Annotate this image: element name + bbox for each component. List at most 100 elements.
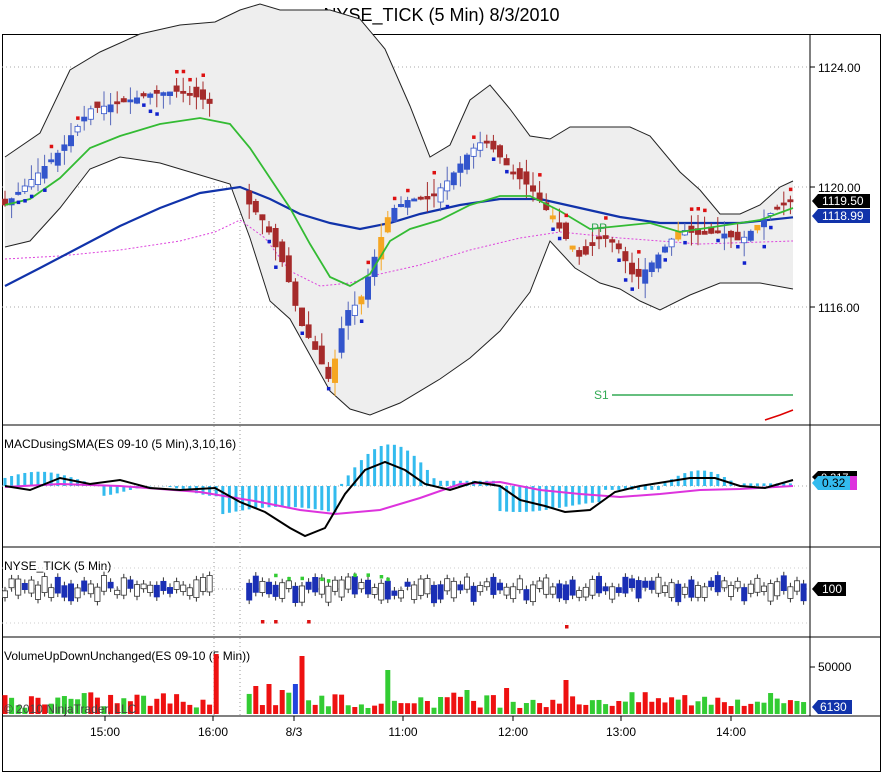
tick-body xyxy=(173,581,180,590)
signal-dot xyxy=(175,69,179,74)
tick-body xyxy=(721,580,728,589)
chart-title: NYSE_TICK (5 Min) 8/3/2010 xyxy=(323,5,560,25)
candle-body xyxy=(530,185,537,192)
tick-body xyxy=(199,577,206,592)
tick-body xyxy=(160,580,167,591)
candle-body xyxy=(285,255,292,283)
tick-body xyxy=(61,585,68,598)
tick-extreme-dot xyxy=(300,576,304,581)
volume-bar xyxy=(121,698,127,714)
candle-body xyxy=(615,243,622,250)
volume-bar xyxy=(616,700,622,714)
candle-body xyxy=(787,199,794,203)
signal-dot xyxy=(623,278,628,282)
signal-dot xyxy=(716,238,720,243)
volume-bar xyxy=(424,701,430,714)
signal-dot xyxy=(188,77,192,82)
volume-bar xyxy=(570,696,576,714)
candle-body xyxy=(279,241,286,263)
candle-body xyxy=(609,239,616,243)
candle-body xyxy=(312,341,319,350)
tick-body xyxy=(2,590,8,598)
candle-body xyxy=(48,159,55,163)
volume-bar xyxy=(721,702,727,714)
volume-bar xyxy=(174,694,180,714)
signal-dot xyxy=(445,204,450,209)
tick-body xyxy=(444,578,451,592)
volume-bar xyxy=(2,695,8,714)
candle-body xyxy=(173,85,180,92)
volume-bar xyxy=(642,692,648,714)
volume-bar xyxy=(48,703,54,714)
tick-body xyxy=(279,582,286,599)
candle-body xyxy=(186,93,193,96)
tick-body xyxy=(265,581,272,595)
tick-body xyxy=(87,583,94,595)
volume-bar xyxy=(510,701,516,714)
candle-body xyxy=(180,90,187,94)
macd-last-marker: 0.32 xyxy=(812,476,857,490)
volume-last-marker: 6130 xyxy=(812,700,852,714)
candle-body xyxy=(444,180,451,192)
signal-dot xyxy=(406,188,410,193)
tick-body xyxy=(629,578,636,589)
volume-bars xyxy=(2,654,807,714)
volume-bar xyxy=(675,699,681,714)
tick-body xyxy=(107,581,114,589)
candle-body xyxy=(642,269,649,284)
volume-bar xyxy=(279,690,285,714)
tick-body xyxy=(206,575,213,593)
tick-body xyxy=(523,589,530,601)
tick-body xyxy=(397,590,404,599)
tick-body xyxy=(358,582,365,590)
signal-dot xyxy=(604,216,608,220)
volume-bar xyxy=(490,695,496,714)
tick-body xyxy=(147,584,154,594)
candle-body xyxy=(510,171,517,175)
macd-line-path xyxy=(4,460,794,538)
tick-body xyxy=(411,584,418,600)
volume-bar xyxy=(147,705,153,714)
tick-body xyxy=(734,580,741,589)
volume-bar xyxy=(207,704,213,714)
volume-bar xyxy=(299,656,305,714)
candle-body xyxy=(292,281,299,306)
tick-body xyxy=(615,587,622,593)
volume-bar xyxy=(108,694,114,714)
signal-dot xyxy=(788,187,793,192)
tick-body xyxy=(695,585,702,598)
tick-body xyxy=(496,582,503,591)
volume-bar xyxy=(457,696,463,714)
tick-body xyxy=(193,579,200,598)
candle-body xyxy=(298,307,305,326)
volume-bar xyxy=(444,697,450,714)
volume-bar xyxy=(596,699,602,714)
volume-bar xyxy=(193,707,199,714)
tick-extreme-dot xyxy=(326,579,331,583)
volume-bar xyxy=(213,654,219,714)
tick-body xyxy=(312,577,319,593)
signal-dot xyxy=(689,207,694,211)
tick-body xyxy=(153,584,160,598)
signal-dot xyxy=(43,188,47,192)
volume-bar xyxy=(319,695,325,714)
candle-body xyxy=(246,190,253,205)
tick-body xyxy=(556,583,563,599)
tick-body xyxy=(774,581,781,597)
candle-body xyxy=(8,198,15,206)
signal-dot xyxy=(300,331,304,336)
tick-body xyxy=(483,581,490,588)
candle-body xyxy=(450,172,457,186)
tick-body xyxy=(536,580,543,589)
candle-body xyxy=(265,226,272,233)
tick-body xyxy=(668,582,675,598)
price-axis: 1124.00 1120.00 1116.00 xyxy=(810,61,861,315)
signal-dot xyxy=(683,240,687,245)
tick-body xyxy=(246,582,253,601)
volume-bar xyxy=(94,697,100,714)
tick-body xyxy=(708,580,715,588)
time-tick-label: 14:00 xyxy=(716,725,746,739)
candle-body xyxy=(629,262,636,275)
s1-label: S1 xyxy=(594,388,609,402)
